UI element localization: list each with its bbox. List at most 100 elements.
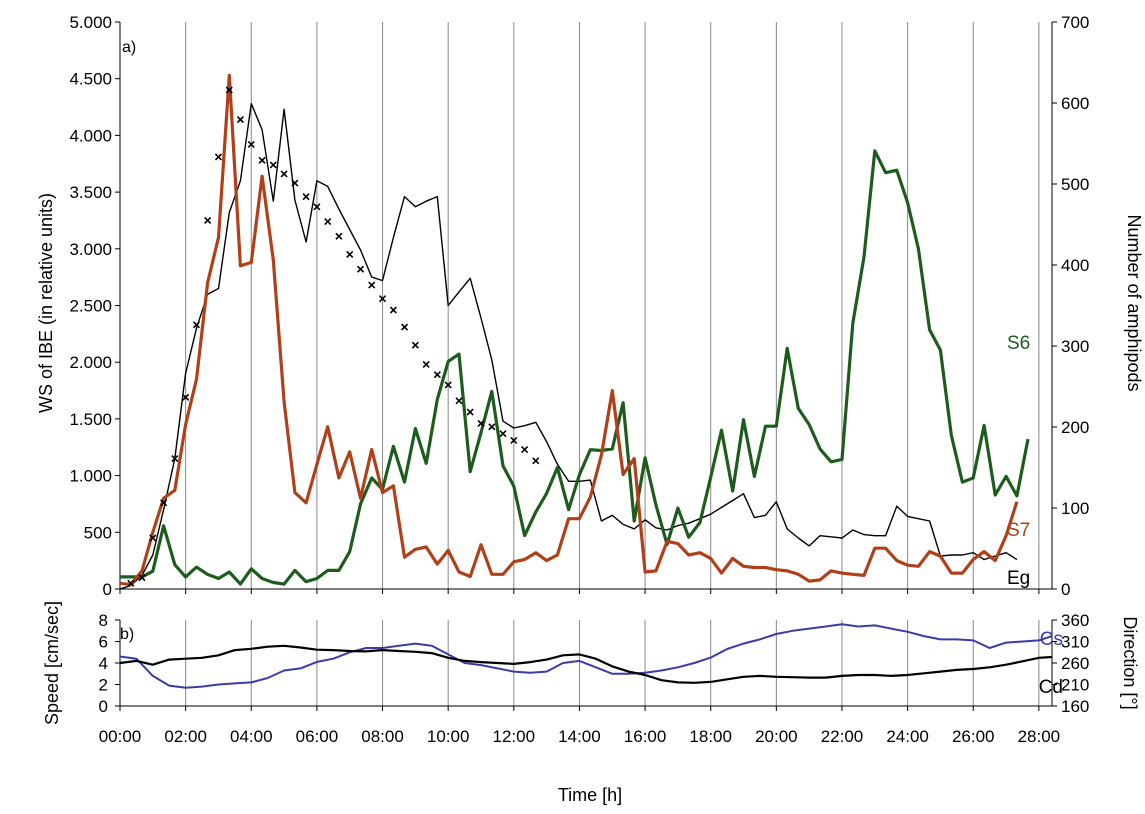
series-marker-point	[313, 203, 321, 211]
series-s7-line	[119, 73, 1019, 587]
panel-a-y-tick-label: 4.000	[69, 126, 112, 145]
series-cd-line	[119, 644, 1053, 684]
series-marker-point	[302, 193, 310, 201]
x-tick-label: 14:00	[558, 727, 601, 746]
panel-b-label: b)	[120, 626, 134, 643]
panel-a-y2-tick-label: 700	[1061, 13, 1089, 32]
panel-b-y-tick-label: 4	[99, 654, 108, 673]
panel-a-y2-tick-label: 100	[1061, 499, 1089, 518]
series-marker-point	[335, 232, 343, 240]
grid	[185, 22, 1040, 706]
series-marker-point	[444, 381, 452, 389]
series-marker-point	[149, 534, 157, 542]
series-marker-point	[214, 153, 223, 161]
series-marker-point	[171, 455, 179, 463]
series-marker-point	[258, 156, 266, 164]
series-marker-point	[433, 371, 441, 379]
panel-b: b) Speed [cm/sec] Direction [°]	[42, 601, 1140, 725]
series-marker-point	[192, 321, 201, 329]
x-tick-label: 04:00	[230, 727, 273, 746]
panel-b-y-axis-title: Speed [cm/sec]	[42, 601, 62, 725]
x-tick-label: 10:00	[427, 727, 470, 746]
panel-a-y2-tick-label: 200	[1061, 418, 1089, 437]
series-marker-point	[400, 323, 409, 331]
panel-b-y2-tick-label: 260	[1061, 654, 1089, 673]
series-marker-point	[280, 170, 288, 178]
series-s6-label: S6	[1007, 333, 1030, 354]
panel-b-y2-tick-label: 360	[1061, 611, 1089, 630]
panel-b-y-tick-label: 6	[99, 633, 108, 652]
series-marker-point	[247, 140, 255, 149]
series-marker-point	[422, 360, 430, 369]
x-tick-label: 26:00	[952, 727, 995, 746]
panel-b-y2-tick-label: 210	[1061, 676, 1089, 695]
panel-b-y2-tick-label: 160	[1061, 697, 1089, 716]
x-tick-label: 12:00	[493, 727, 536, 746]
panel-a-y-tick-label: 1.000	[69, 467, 112, 486]
series-marker-point	[225, 86, 233, 94]
x-tick-label: 22:00	[821, 727, 864, 746]
panel-a-label: a)	[122, 39, 136, 56]
panel-a-y-tick-label: 5.000	[69, 13, 112, 32]
panel-a-y2-tick-label: 0	[1061, 580, 1070, 599]
panel-a-y-tick-label: 3.000	[69, 240, 112, 259]
panel-a-y2-axis-title: Number of amphipods	[1124, 214, 1144, 391]
series-marker-point	[182, 393, 190, 401]
series-marker-point	[510, 436, 518, 445]
series-cd-label: Cd	[1039, 677, 1063, 698]
x-tick-label: 02:00	[164, 727, 207, 746]
series-eg-label: Eg	[1007, 568, 1030, 589]
panel-a-y2-tick-label: 600	[1061, 94, 1089, 113]
series-cs-label: Cs	[1040, 629, 1063, 650]
x-axis-title: Time [h]	[558, 785, 622, 805]
series-marker-point	[127, 579, 135, 587]
x-tick-label: 28:00	[1018, 727, 1061, 746]
series-marker-point	[236, 115, 245, 124]
series-marker-point	[291, 179, 299, 187]
series-marker-point	[455, 397, 463, 405]
x-tick-label: 16:00	[624, 727, 667, 746]
series-marker-point	[346, 250, 354, 259]
panel-a-y-tick-label: 2.000	[69, 353, 112, 372]
panel-a-y-axis-title: WS of IBE (in relative units)	[36, 193, 56, 413]
axes: 0 500 1.000 1.500 2.000 2.500 3.000 3.500 4.000 4…	[69, 13, 1089, 746]
panel-b-y-tick-label: 0	[99, 697, 108, 716]
panel-b-y-tick-label: 2	[99, 676, 108, 695]
panel-a-y-tick-label: 500	[84, 523, 112, 542]
panel-b-y2-tick-label: 310	[1061, 633, 1089, 652]
series-marker-point	[204, 216, 212, 225]
series-marker-point	[411, 341, 419, 349]
series-marker-point	[521, 445, 529, 454]
x-tick-label: 06:00	[296, 727, 339, 746]
series-marker-point	[389, 306, 397, 314]
panel-a-y-tick-label: 2.500	[69, 297, 112, 316]
x-tick-label: 00:00	[99, 727, 142, 746]
panel-a-y-tick-label: 1.500	[69, 410, 112, 429]
x-tick-label: 18:00	[689, 727, 732, 746]
series-marker-point	[499, 430, 507, 438]
x-tick-label: 20:00	[755, 727, 798, 746]
series-marker-point	[160, 499, 168, 507]
panel-b-y-tick-label: 8	[99, 611, 108, 630]
series-marker-point	[477, 419, 485, 428]
series-marker-point	[269, 161, 277, 169]
series-marker-point	[138, 574, 146, 582]
panel-a-y2-tick-label: 400	[1061, 256, 1089, 275]
series-s7-label: S7	[1007, 520, 1030, 541]
panel-a-y-tick-label: 0	[103, 580, 112, 599]
series-marker-point	[466, 408, 474, 416]
series-marker-point	[356, 265, 365, 273]
panel-a-y-tick-label: 3.500	[69, 183, 112, 202]
x-tick-label: 24:00	[886, 727, 929, 746]
series-marker-point	[488, 423, 496, 431]
series-s6-line	[120, 149, 1030, 586]
panel-a-y2-tick-label: 500	[1061, 175, 1089, 194]
series-eg-line	[119, 102, 1018, 590]
panel-b-y2-axis-title: Direction [°]	[1120, 616, 1140, 709]
x-tick-label: 08:00	[361, 727, 404, 746]
series-cs-line	[119, 623, 1053, 689]
series-marker-point	[378, 295, 387, 303]
series-marker-point	[368, 281, 376, 289]
panel-a-y-tick-label: 4.500	[69, 70, 112, 89]
